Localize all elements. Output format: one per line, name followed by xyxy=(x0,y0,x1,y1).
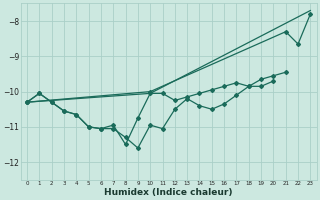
X-axis label: Humidex (Indice chaleur): Humidex (Indice chaleur) xyxy=(104,188,233,197)
